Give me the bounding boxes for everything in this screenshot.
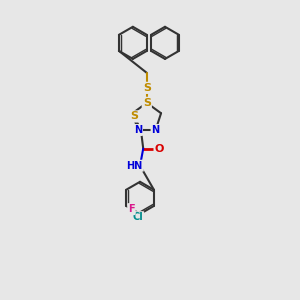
Text: N: N <box>152 125 160 135</box>
Text: Cl: Cl <box>133 212 143 222</box>
Text: HN: HN <box>127 161 143 171</box>
Text: F: F <box>128 204 135 214</box>
Text: S: S <box>143 83 151 93</box>
Text: S: S <box>143 98 151 108</box>
Text: N: N <box>134 125 142 135</box>
Text: S: S <box>131 111 139 122</box>
Text: O: O <box>154 144 164 154</box>
